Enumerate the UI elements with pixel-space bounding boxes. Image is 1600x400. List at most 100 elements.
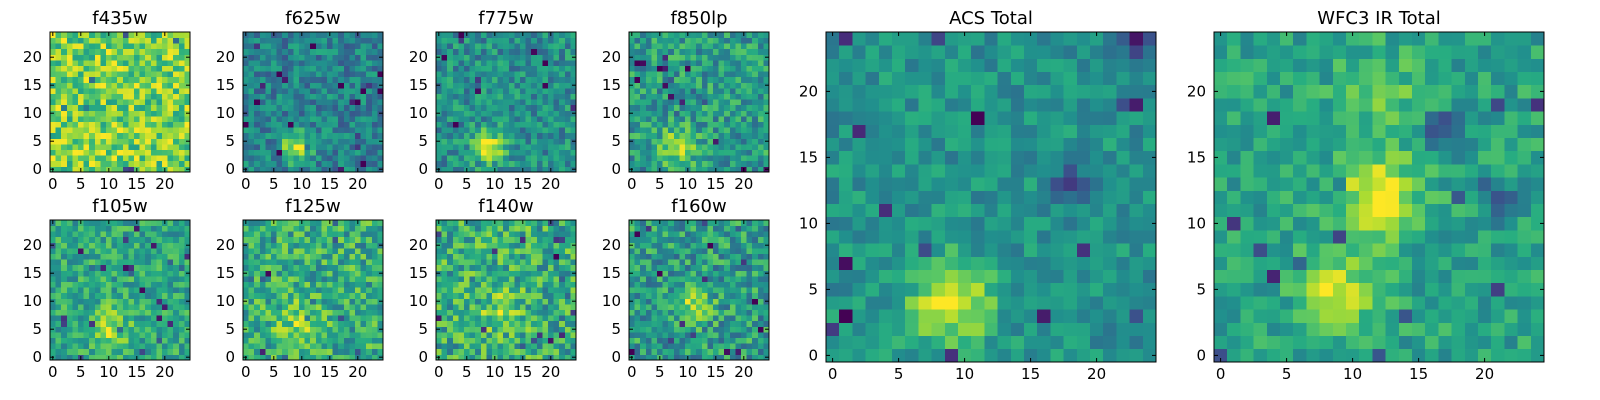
- heatmap-cell: [310, 320, 317, 327]
- heatmap-cell: [173, 348, 180, 355]
- heatmap-cell: [469, 225, 476, 232]
- heatmap-cell: [66, 43, 73, 50]
- heatmap-cell: [349, 48, 356, 55]
- heatmap-cell: [343, 104, 350, 111]
- heatmap-cell: [570, 332, 577, 338]
- heatmap-cell: [100, 144, 107, 150]
- heatmap-cell: [701, 65, 708, 72]
- heatmap-cell: [315, 337, 322, 344]
- heatmap-cell: [685, 116, 691, 122]
- heatmap-cell: [475, 54, 482, 61]
- heatmap-cell: [763, 149, 770, 156]
- heatmap-cell: [134, 332, 140, 338]
- heatmap-cell: [707, 166, 714, 173]
- heatmap-cell: [50, 71, 56, 78]
- heatmap-cell: [61, 332, 68, 338]
- heatmap-cell: [707, 76, 714, 83]
- heatmap-cell: [729, 32, 736, 38]
- heatmap-cell: [673, 82, 680, 89]
- heatmap-cell: [690, 54, 697, 61]
- heatmap-cell: [458, 292, 465, 299]
- heatmap-cell: [282, 343, 289, 350]
- heatmap-cell: [254, 43, 261, 50]
- heatmap-cell: [321, 326, 328, 333]
- heatmap-cell: [447, 54, 454, 61]
- heatmap-cell: [343, 32, 350, 38]
- heatmap-cell: [332, 354, 339, 361]
- heatmap-cell: [315, 248, 322, 254]
- heatmap-cell: [89, 99, 96, 106]
- heatmap-cell: [536, 348, 543, 355]
- heatmap-cell: [304, 149, 311, 156]
- heatmap-cell: [492, 315, 498, 322]
- heatmap-cell: [128, 76, 135, 83]
- heatmap-cell: [503, 104, 510, 111]
- heatmap-cell: [542, 259, 549, 266]
- heatmap-cell: [72, 248, 79, 254]
- heatmap-cell: [542, 121, 549, 128]
- heatmap-cell: [548, 149, 554, 156]
- heatmap-cell: [536, 48, 543, 55]
- heatmap-cell: [259, 71, 266, 78]
- heatmap-cell: [371, 287, 378, 294]
- heatmap-cell: [310, 259, 317, 266]
- heatmap-cell: [690, 65, 697, 72]
- heatmap-cell: [696, 281, 703, 288]
- heatmap-cell: [276, 354, 283, 361]
- heatmap-cell: [173, 37, 180, 44]
- heatmap-cell: [94, 332, 101, 338]
- heatmap-cell: [564, 236, 571, 243]
- heatmap-cell: [525, 281, 532, 288]
- heatmap-cell: [355, 99, 361, 106]
- heatmap-cell: [271, 82, 277, 89]
- heatmap-cell: [645, 99, 652, 106]
- heatmap-cell: [162, 264, 168, 271]
- axes-frame: [435, 219, 577, 361]
- heatmap-cell: [371, 71, 378, 78]
- heatmap-cell: [83, 242, 90, 249]
- heatmap-cell: [327, 160, 333, 167]
- heatmap-cell: [315, 110, 322, 117]
- heatmap-cell: [327, 88, 333, 94]
- heatmap-cell: [668, 332, 675, 338]
- heatmap-cell: [497, 298, 504, 305]
- heatmap-cell: [701, 32, 708, 38]
- heatmap-cell: [156, 65, 163, 72]
- heatmap-cell: [355, 332, 361, 338]
- heatmap-cell: [559, 337, 566, 344]
- heatmap-cell: [117, 121, 124, 128]
- heatmap-cell: [752, 132, 759, 139]
- heatmap-cell: [173, 309, 180, 316]
- heatmap-cell: [752, 88, 759, 94]
- heatmap-cell: [145, 348, 152, 355]
- heatmap-cell: [248, 110, 255, 117]
- heatmap-cell: [128, 354, 135, 361]
- heatmap-cell: [707, 138, 714, 145]
- heatmap-cell: [338, 116, 345, 122]
- heatmap-cell: [553, 259, 560, 266]
- heatmap-cell: [282, 127, 289, 134]
- heatmap-cell: [128, 155, 135, 162]
- heatmap-cell: [707, 304, 714, 310]
- heatmap-cell: [128, 259, 135, 266]
- heatmap-cell: [145, 99, 152, 106]
- heatmap-cell: [629, 149, 635, 156]
- heatmap-cell: [315, 93, 322, 100]
- heatmap-cell: [360, 242, 367, 249]
- heatmap-cell: [447, 104, 454, 111]
- heatmap-cell: [469, 220, 476, 226]
- heatmap-cell: [83, 320, 90, 327]
- heatmap-cell: [458, 127, 465, 134]
- heatmap-cell: [508, 253, 515, 260]
- heatmap-cell: [360, 348, 367, 355]
- heatmap-cell: [162, 99, 168, 106]
- heatmap-cell: [377, 315, 384, 322]
- heatmap-cell: [310, 32, 317, 38]
- heatmap-cell: [134, 110, 140, 117]
- panel-title: f850lp: [670, 8, 727, 29]
- heatmap-cell: [321, 43, 328, 50]
- heatmap-cell: [508, 138, 515, 145]
- heatmap-cell: [464, 155, 470, 162]
- heatmap-cell: [338, 348, 345, 355]
